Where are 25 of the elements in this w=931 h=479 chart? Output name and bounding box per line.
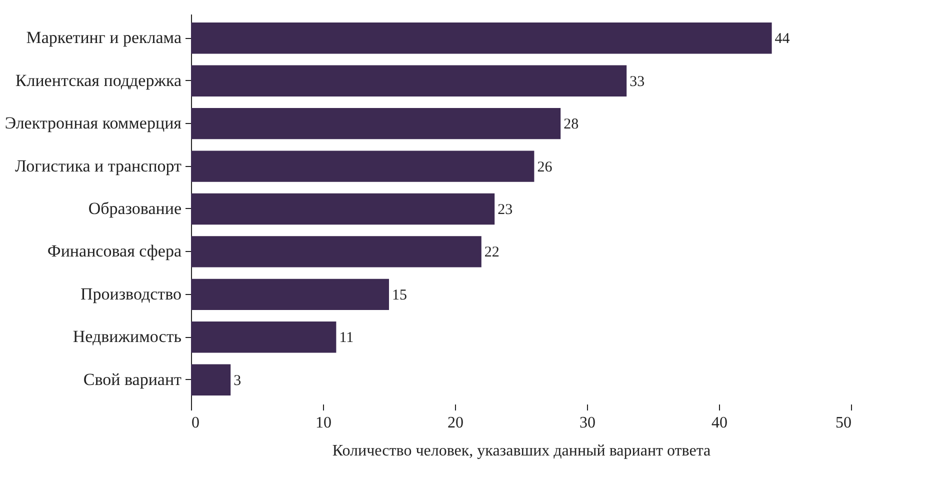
data-label: 15: [392, 287, 407, 304]
x-tick-label: 30: [580, 414, 596, 432]
y-tick-label: Клиентская поддержка: [15, 70, 182, 90]
y-tick-label: Финансовая сфера: [47, 242, 182, 261]
x-tick-label: 20: [448, 414, 464, 432]
y-tick-label: Маркетинг и реклама: [26, 28, 182, 48]
data-label: 44: [774, 31, 790, 48]
y-tick-label: Логистика и транспорт: [14, 156, 182, 176]
data-label: 3: [234, 372, 242, 389]
x-tick-label: 0: [192, 414, 200, 432]
data-label: 11: [339, 330, 354, 346]
x-axis-title: Количество человек, указавших данный вариант ответа: [332, 442, 711, 460]
y-tick-label: Недвижимость: [72, 327, 182, 346]
x-tick-label: 40: [712, 414, 728, 432]
y-tick-label: Электронная коммерция: [4, 114, 182, 133]
data-label: 22: [484, 244, 500, 261]
data-label: 28: [564, 116, 579, 133]
y-tick-label: Образование: [88, 199, 182, 218]
y-tick-label: Производство: [80, 284, 182, 304]
y-tick-label: Свой вариант: [83, 370, 182, 389]
x-tick-label: 50: [836, 414, 852, 432]
x-tick-label: 10: [316, 414, 332, 432]
data-label: 26: [537, 159, 553, 176]
data-label: 23: [498, 202, 513, 218]
data-label: 33: [630, 74, 645, 90]
